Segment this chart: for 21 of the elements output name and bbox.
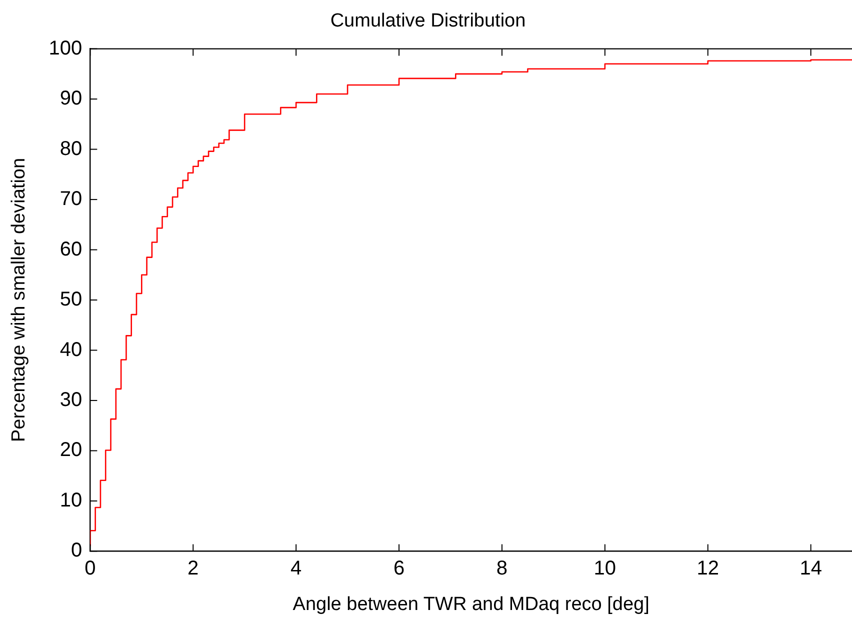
- y-tick-label: 10: [60, 489, 82, 512]
- y-tick-label: 90: [60, 88, 82, 110]
- y-tick-label: 100: [48, 37, 82, 60]
- x-axis-title: Angle between TWR and MDaq reco [deg]: [292, 594, 650, 615]
- x-tick-label: 4: [290, 558, 302, 580]
- chart-title: Cumulative Distribution: [330, 10, 526, 32]
- x-tick-label: 12: [696, 558, 719, 580]
- x-tick-label: 14: [800, 558, 822, 580]
- x-tick-label: 8: [496, 558, 508, 580]
- y-tick-label: 80: [60, 138, 82, 160]
- y-tick-label: 50: [60, 288, 82, 311]
- x-tick-label: 10: [594, 558, 616, 580]
- x-tick-label: 2: [188, 558, 199, 580]
- y-tick-label: 30: [60, 388, 82, 411]
- y-tick-label: 60: [60, 238, 82, 260]
- y-axis-title: Percentage with smaller deviation: [8, 158, 30, 442]
- y-tick-label: 20: [60, 439, 82, 462]
- y-tick-label: 70: [60, 188, 82, 210]
- x-tick-label: 6: [393, 558, 405, 580]
- y-tick-label: 40: [60, 338, 82, 361]
- y-tick-label: 0: [71, 540, 82, 562]
